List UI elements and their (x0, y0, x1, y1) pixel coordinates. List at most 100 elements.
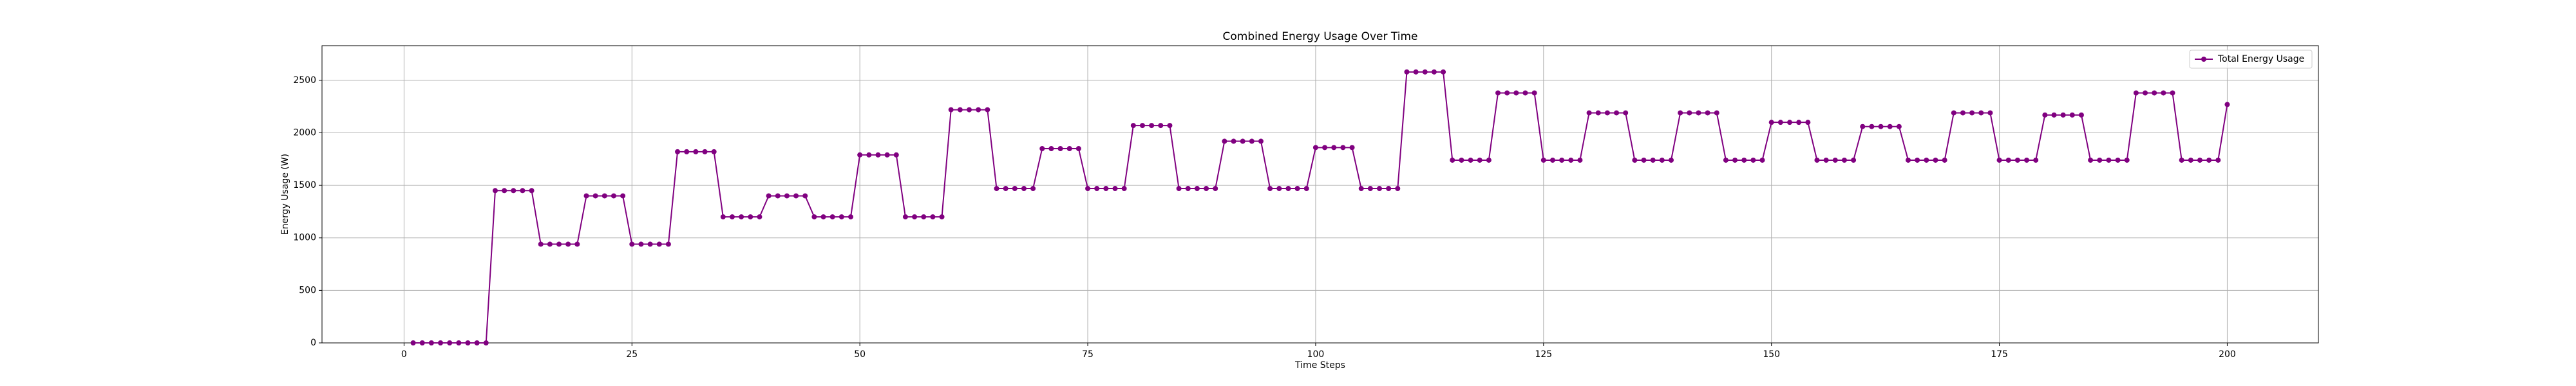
data-point (1623, 110, 1629, 116)
data-point (1668, 157, 1674, 163)
data-point (2133, 90, 2139, 96)
data-point (1595, 110, 1601, 116)
data-point (1549, 157, 1555, 163)
data-point (1395, 186, 1401, 192)
data-point (1906, 157, 1911, 163)
data-point (1085, 186, 1091, 192)
data-point (976, 107, 981, 113)
x-tick-label: 0 (401, 349, 407, 360)
data-point (930, 214, 936, 220)
data-point (447, 340, 453, 345)
data-point (1860, 124, 1866, 129)
data-point (1358, 186, 1364, 192)
data-point (1786, 120, 1792, 125)
data-point (1741, 157, 1747, 163)
data-point (483, 340, 489, 345)
y-tick-label: 1000 (293, 233, 316, 243)
data-point (2106, 157, 2112, 163)
data-point (1841, 157, 1847, 163)
data-point (1112, 186, 1118, 192)
data-point (2060, 112, 2066, 118)
data-point (1258, 138, 1264, 144)
y-tick-label: 500 (299, 285, 316, 295)
data-point (1632, 157, 1638, 163)
data-point (1687, 110, 1692, 116)
x-tick-label: 100 (1307, 349, 1325, 360)
data-point (811, 214, 817, 220)
data-point (629, 241, 635, 247)
data-point (1094, 186, 1100, 192)
data-point (1039, 145, 1045, 151)
data-point (2088, 157, 2094, 163)
data-point (1614, 110, 1620, 116)
data-point (1267, 186, 1273, 192)
data-point (784, 193, 790, 199)
data-point (1294, 186, 1300, 192)
data-point (1377, 186, 1383, 192)
data-point (2170, 90, 2175, 96)
data-point (1951, 110, 1956, 116)
data-point (2097, 157, 2103, 163)
data-point (1604, 110, 1610, 116)
data-point (1705, 110, 1710, 116)
data-point (2042, 112, 2048, 118)
data-point (985, 107, 990, 113)
data-point (748, 214, 753, 220)
data-point (1996, 157, 2002, 163)
x-tick-label: 200 (2219, 349, 2236, 360)
data-point (1896, 124, 1902, 129)
data-point (2033, 157, 2039, 163)
data-point (1559, 157, 1565, 163)
data-point (2161, 90, 2166, 96)
x-axis-label: Time Steps (1294, 360, 1345, 371)
data-point (1149, 123, 1155, 129)
data-point (848, 214, 854, 220)
data-point (638, 241, 644, 247)
data-point (1522, 90, 1528, 96)
data-point (720, 214, 726, 220)
data-point (1759, 157, 1765, 163)
data-point (884, 152, 890, 158)
data-point (2143, 90, 2148, 96)
data-point (1851, 157, 1857, 163)
data-point (1942, 157, 1947, 163)
data-point (684, 149, 690, 154)
data-point (1139, 123, 1145, 129)
data-point (1531, 90, 1537, 96)
data-point (1459, 157, 1464, 163)
data-point (1495, 90, 1501, 96)
data-point (1714, 110, 1719, 116)
data-point (802, 193, 808, 199)
data-point (1513, 90, 1519, 96)
legend-marker (2201, 57, 2206, 62)
data-point (665, 241, 671, 247)
data-point (1276, 186, 1282, 192)
data-point (1887, 124, 1893, 129)
data-point (866, 152, 872, 158)
data-point (1057, 145, 1063, 151)
data-point (2179, 157, 2184, 163)
data-point (1075, 145, 1081, 151)
y-tick-label: 2500 (293, 75, 316, 86)
data-point (592, 193, 598, 199)
y-tick-label: 0 (310, 338, 316, 348)
data-point (465, 340, 471, 345)
data-point (2215, 157, 2221, 163)
data-point (2014, 157, 2020, 163)
data-point (1048, 145, 1054, 151)
data-point (729, 214, 735, 220)
data-point (1577, 157, 1583, 163)
data-point (456, 340, 462, 345)
data-point (893, 152, 899, 158)
data-point (1121, 186, 1127, 192)
data-point (2078, 112, 2084, 118)
data-point (1732, 157, 1738, 163)
data-point (2124, 157, 2130, 163)
data-point (1468, 157, 1473, 163)
data-point (565, 241, 571, 247)
data-point (1696, 110, 1701, 116)
data-point (1586, 110, 1592, 116)
data-point (419, 340, 425, 345)
data-point (428, 340, 434, 345)
data-point (1540, 157, 1546, 163)
